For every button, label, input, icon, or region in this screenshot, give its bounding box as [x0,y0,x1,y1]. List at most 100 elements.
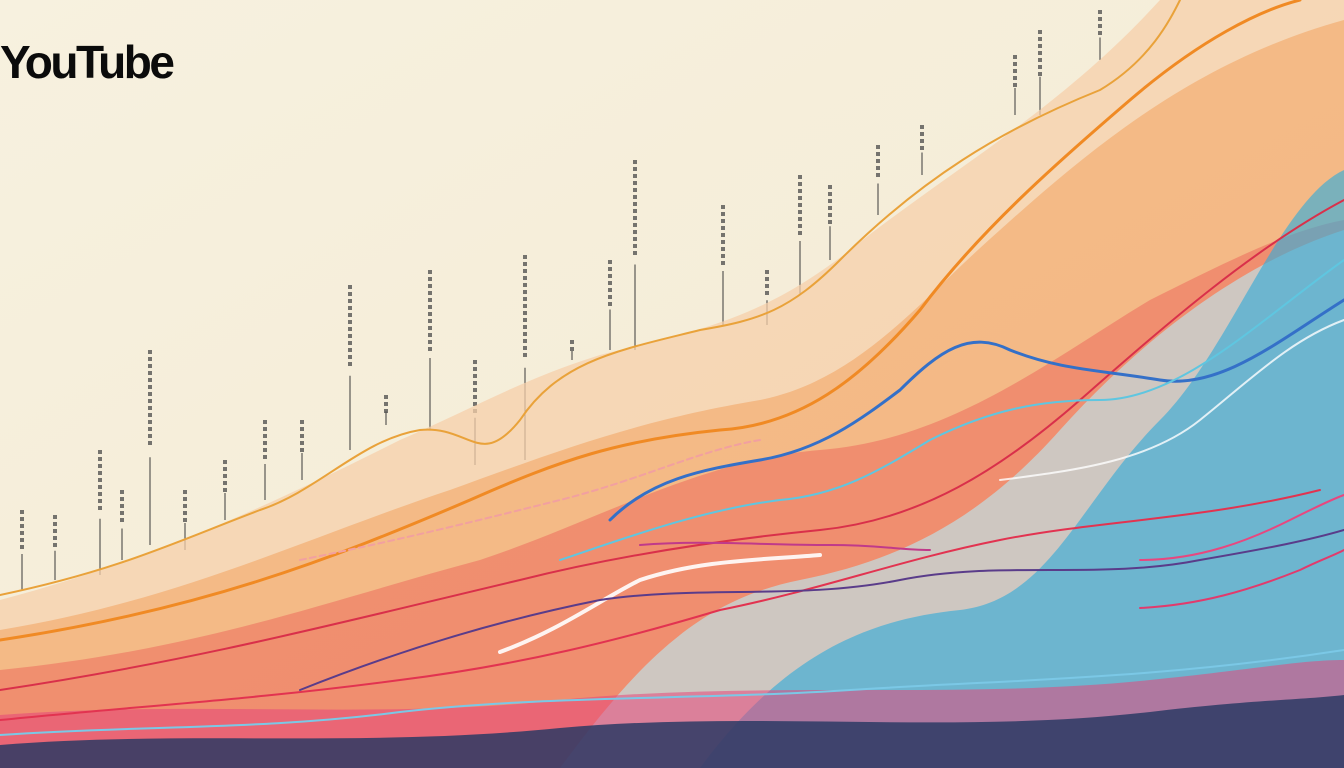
annotation-glyph [120,511,124,515]
logo-text: YouTube [0,36,174,88]
line [299,529,1344,691]
annotation-glyph [828,185,832,189]
annotation-glyph [53,522,57,526]
annotation-glyph [721,219,725,223]
annotation-glyph [428,298,432,302]
annotation-glyph [263,448,267,452]
annotation-glyph [473,360,477,364]
annotation-glyph [148,434,152,438]
line [999,319,1344,481]
annotation-glyph [920,132,924,136]
annotation-glyph [223,467,227,471]
annotation-glyph [523,283,527,287]
annotation-glyph [428,326,432,330]
annotation-glyph [828,192,832,196]
annotation-glyph [384,395,388,399]
annotation-glyph [348,348,352,352]
annotation-glyph [20,531,24,535]
annotation-glyph [920,146,924,150]
annotation-glyph [53,536,57,540]
line [639,541,931,551]
annotation-glyph [523,304,527,308]
annotation-glyph [20,545,24,549]
annotation-glyph [798,182,802,186]
annotation-glyph [98,499,102,503]
annotation-glyph [473,388,477,392]
annotation-glyph [148,399,152,403]
annotation-glyph [148,420,152,424]
annotation-glyph [798,196,802,200]
annotation-glyph [428,270,432,274]
annotation-glyph [53,543,57,547]
annotation-glyph [20,538,24,542]
annotation-glyph [428,277,432,281]
annotation-glyph [828,213,832,217]
annotation-glyph [633,251,637,255]
annotation-glyph [876,166,880,170]
annotation-glyph [721,254,725,258]
annotation-glyph [428,291,432,295]
lines [0,0,1344,736]
annotation-glyph [223,474,227,478]
annotation-glyph [20,524,24,528]
annotation-glyph [828,206,832,210]
annotation-glyph [348,306,352,310]
annotation-glyph [348,320,352,324]
annotation-glyph [148,378,152,382]
annotation-glyph [348,362,352,366]
annotation-glyph [608,302,612,306]
annotation-glyph [721,205,725,209]
annotation-glyph [300,420,304,424]
annotation-glyph [148,441,152,445]
annotation-glyph [148,406,152,410]
annotation-glyph [148,413,152,417]
annotation-glyph [348,355,352,359]
annotation-glyph [1038,72,1042,76]
annotation-glyph [633,209,637,213]
annotation-glyph [183,511,187,515]
annotation-glyph [876,159,880,163]
line [0,649,1344,736]
annotation-glyph [633,223,637,227]
annotation-glyph [98,506,102,510]
annotation-glyph [428,347,432,351]
annotation-glyph [263,441,267,445]
annotation-glyph [721,240,725,244]
annotation-glyph [223,460,227,464]
annotation-glyph [523,262,527,266]
annotation-glyph [120,490,124,494]
annotation-glyph [263,434,267,438]
annotation-glyph [633,230,637,234]
annotation-glyph [120,497,124,501]
annotation-glyph [876,152,880,156]
annotation-glyph [263,420,267,424]
annotation-glyph [1013,55,1017,59]
annotation-glyph [98,457,102,461]
annotation-glyph [148,385,152,389]
annotation-glyph [1098,31,1102,35]
annotation-glyph [428,305,432,309]
annotation-glyph [384,402,388,406]
navy-area [0,695,1344,768]
annotation-glyph [384,409,388,413]
annotation-glyph [148,350,152,354]
annotation-glyph [20,517,24,521]
annotation-glyph [765,284,769,288]
annotation-glyph [1098,10,1102,14]
line [0,489,1321,721]
annotation-glyph [473,402,477,406]
annotation-glyph [608,267,612,271]
annotation-glyph [523,325,527,329]
annotation-glyph [633,160,637,164]
annotation-glyph [98,464,102,468]
annotation-glyph [876,145,880,149]
annotation-glyph [348,285,352,289]
annotation-glyph [798,231,802,235]
annotation-glyph [633,181,637,185]
annotation-glyph [263,455,267,459]
annotation-glyph [1013,62,1017,66]
annotation-glyph [300,434,304,438]
annotation-glyph [120,504,124,508]
line [0,0,1181,596]
annotation-glyph [633,174,637,178]
